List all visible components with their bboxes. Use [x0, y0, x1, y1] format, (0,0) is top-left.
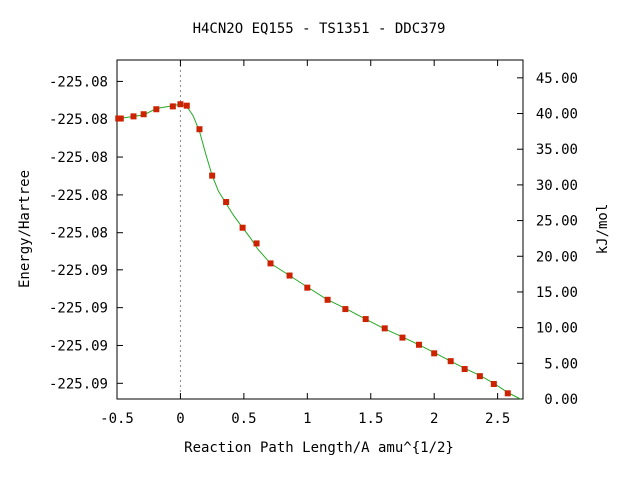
data-point — [267, 260, 274, 267]
x-tick-label: 0.5 — [231, 411, 256, 427]
y-left-tick-label: -225.08 — [49, 112, 108, 128]
y-axis-left-label: Energy/Hartree — [17, 170, 33, 288]
data-point — [504, 390, 511, 397]
x-tick-label: 0 — [176, 411, 184, 427]
chart-title: H4CN2O EQ155 - TS1351 - DDC379 — [193, 21, 446, 37]
y-left-tick-label: -225.08 — [49, 74, 108, 90]
data-point — [183, 102, 190, 109]
data-point — [415, 341, 422, 348]
data-point — [447, 358, 454, 365]
y-right-tick-label: 25.00 — [536, 214, 578, 230]
data-point — [177, 101, 184, 108]
x-tick-label: 2 — [430, 411, 438, 427]
data-point — [431, 350, 438, 357]
data-point — [153, 106, 160, 113]
y-right-tick-label: 40.00 — [536, 107, 578, 123]
y-left-tick-label: -225.09 — [49, 263, 108, 279]
y-right-tick-label: 15.00 — [536, 285, 578, 301]
y-left-tick-label: -225.08 — [49, 188, 108, 204]
data-point — [223, 199, 230, 206]
data-point — [399, 334, 406, 341]
y-right-tick-label: 20.00 — [536, 249, 578, 265]
y-left-tick-label: -225.09 — [49, 301, 108, 317]
data-point — [140, 111, 147, 118]
x-tick-label: -0.5 — [100, 411, 134, 427]
data-point — [117, 115, 124, 122]
data-point — [196, 126, 203, 133]
y-left-tick-label: -225.08 — [49, 226, 108, 242]
x-tick-label: 1 — [303, 411, 311, 427]
y-left-tick-label: -225.09 — [49, 376, 108, 392]
y-right-tick-label: 10.00 — [536, 321, 578, 337]
data-point — [304, 284, 311, 291]
y-right-tick-label: 45.00 — [536, 71, 578, 87]
data-point — [286, 272, 293, 279]
x-axis-label: Reaction Path Length/A amu^{1/2} — [184, 440, 454, 456]
y-right-tick-label: 0.00 — [544, 392, 578, 408]
data-point — [476, 373, 483, 380]
data-point — [342, 306, 349, 313]
energy-curve — [117, 103, 521, 400]
data-point — [381, 325, 388, 332]
data-point — [362, 316, 369, 323]
data-point — [130, 113, 137, 120]
data-point — [490, 381, 497, 388]
y-right-tick-label: 35.00 — [536, 142, 578, 158]
data-point — [239, 224, 246, 231]
data-point — [324, 296, 331, 303]
data-point — [253, 240, 260, 247]
y-axis-right-label: kJ/mol — [595, 204, 611, 255]
y-right-tick-label: 30.00 — [536, 178, 578, 194]
y-left-tick-label: -225.08 — [49, 150, 108, 166]
y-right-tick-label: 5.00 — [544, 356, 578, 372]
y-left-tick-label: -225.09 — [49, 338, 108, 354]
data-point — [209, 172, 216, 179]
x-tick-label: 1.5 — [358, 411, 383, 427]
data-point — [461, 366, 468, 373]
x-tick-label: 2.5 — [485, 411, 510, 427]
data-point — [169, 103, 176, 110]
plot-frame — [116, 59, 524, 400]
